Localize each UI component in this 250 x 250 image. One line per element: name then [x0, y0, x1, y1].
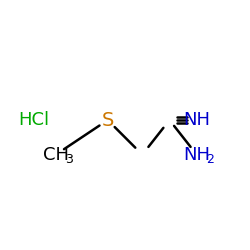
Text: HCl: HCl — [18, 111, 49, 129]
Text: S: S — [102, 110, 114, 130]
Text: 2: 2 — [206, 152, 214, 166]
Text: NH: NH — [183, 146, 210, 164]
Text: NH: NH — [183, 111, 210, 129]
Text: CH: CH — [43, 146, 69, 164]
Text: 3: 3 — [66, 152, 73, 166]
